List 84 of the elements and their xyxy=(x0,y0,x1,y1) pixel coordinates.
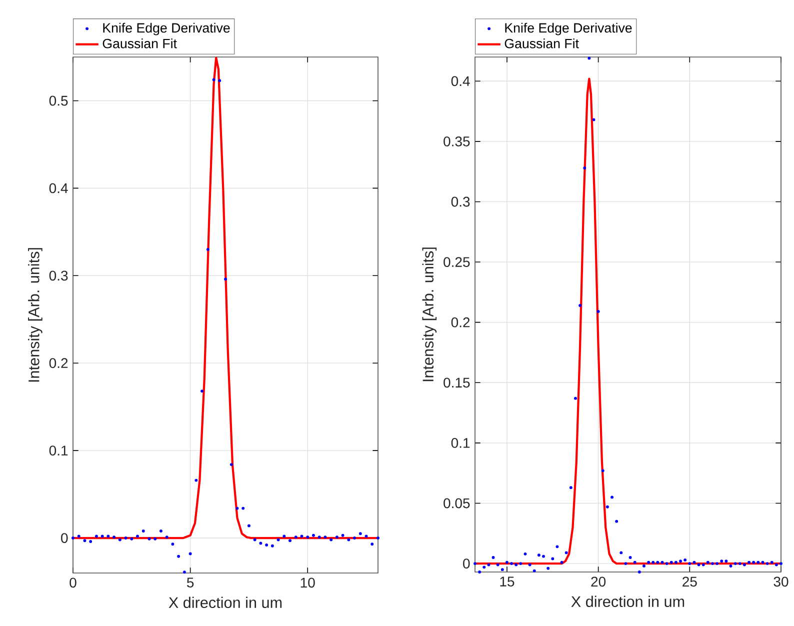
point xyxy=(300,534,304,538)
point xyxy=(318,536,321,539)
point xyxy=(165,536,168,539)
y-tick-label: 0.5 xyxy=(49,96,68,106)
y-tick-label: 0.1 xyxy=(49,446,68,456)
point xyxy=(253,538,256,542)
point xyxy=(358,532,362,536)
y-tick-label: 0.4 xyxy=(451,76,470,86)
point xyxy=(72,536,74,540)
y-tick-label: 0.1 xyxy=(451,438,470,448)
point xyxy=(106,534,110,538)
point xyxy=(142,530,145,532)
point xyxy=(294,536,298,539)
x-tick-label: 5 xyxy=(186,578,194,588)
point xyxy=(276,538,280,542)
point xyxy=(212,78,216,82)
point xyxy=(194,478,198,482)
point xyxy=(171,542,174,546)
y-tick-label: 0.35 xyxy=(444,136,470,146)
legend-label: Knife Edge Derivative xyxy=(505,22,632,36)
y-tick-label: 0.2 xyxy=(49,358,68,368)
point xyxy=(288,539,292,542)
point xyxy=(236,506,239,510)
point xyxy=(282,534,286,538)
x-axis-title: X direction in um xyxy=(571,596,684,608)
x-axis-title: X direction in um xyxy=(168,596,282,608)
x-tick-label: 0 xyxy=(70,578,76,588)
x-tick-label: 25 xyxy=(682,576,697,587)
point xyxy=(247,524,250,528)
y-tick-label: 0 xyxy=(61,533,68,543)
point xyxy=(370,542,374,546)
point xyxy=(270,544,274,548)
y-tick-label: 0.05 xyxy=(444,498,470,508)
point xyxy=(148,537,151,540)
point xyxy=(353,536,356,540)
point xyxy=(83,539,86,542)
legend-label: Gaussian Fit xyxy=(504,38,579,48)
point xyxy=(335,536,338,539)
y-tick-label: 0.15 xyxy=(444,378,470,388)
point xyxy=(324,536,327,539)
y-tick-label: 0.4 xyxy=(49,183,68,194)
point xyxy=(154,537,157,540)
point xyxy=(160,530,162,532)
y-tick-label: 0.25 xyxy=(444,257,470,267)
x-tick-label: 10 xyxy=(300,578,315,588)
y-axis-title: Intensity [Arb. units] xyxy=(422,248,437,382)
point xyxy=(306,536,310,539)
x-tick-label: 30 xyxy=(774,576,788,587)
point xyxy=(177,554,180,558)
point xyxy=(136,534,139,538)
y-tick-label: 0.2 xyxy=(451,317,470,328)
point xyxy=(130,537,134,540)
x-tick-label: 20 xyxy=(591,576,606,587)
point xyxy=(188,552,192,556)
y-tick-label: 0 xyxy=(463,558,470,569)
point xyxy=(230,463,233,466)
point xyxy=(312,534,315,537)
point xyxy=(259,542,262,545)
line-series xyxy=(73,57,378,540)
point xyxy=(100,534,104,538)
legend-label: Knife Edge Derivative xyxy=(103,22,230,36)
point xyxy=(206,248,210,251)
point xyxy=(94,534,98,538)
point xyxy=(124,536,128,540)
point xyxy=(89,540,92,543)
point xyxy=(347,538,350,542)
y-tick-label: 0.3 xyxy=(451,196,470,207)
legend-label: Gaussian Fit xyxy=(102,38,177,48)
point xyxy=(364,534,368,538)
point xyxy=(112,536,116,539)
point xyxy=(118,538,122,542)
point xyxy=(200,390,204,393)
point xyxy=(218,79,222,82)
point xyxy=(77,534,80,538)
point xyxy=(330,538,333,542)
point xyxy=(265,544,268,546)
point xyxy=(376,536,380,540)
y-tick-label: 0.3 xyxy=(49,270,68,281)
y-axis-title: Intensity [Arb. units] xyxy=(28,248,42,382)
point xyxy=(182,570,186,574)
point xyxy=(341,534,344,537)
point xyxy=(224,278,227,281)
point xyxy=(242,506,245,510)
x-tick-label: 15 xyxy=(500,576,514,586)
